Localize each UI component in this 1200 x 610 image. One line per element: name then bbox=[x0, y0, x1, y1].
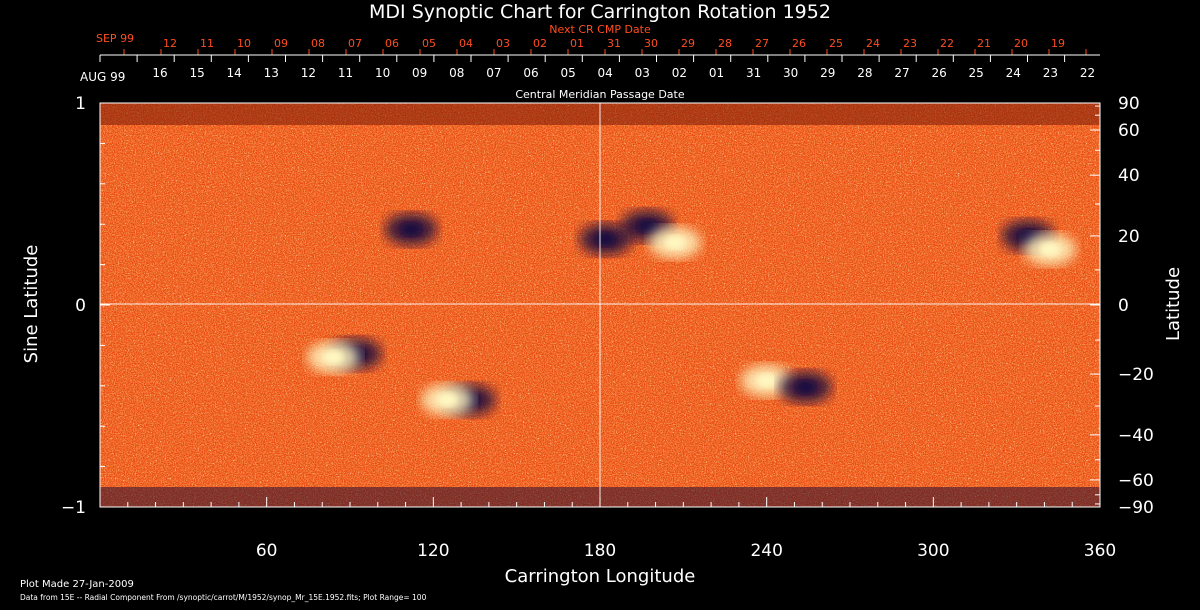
active-region-core bbox=[595, 232, 616, 247]
top-date-label: 01 bbox=[570, 37, 584, 50]
top-date-axis: Next CR CMP Date SEP 99 12 11 10 09 08 07 06 05… bbox=[96, 23, 1100, 56]
active-region-core bbox=[637, 219, 658, 234]
cmp-date-label: 12 bbox=[301, 66, 316, 80]
longitude-axis: 60 120 180 240 300 360 bbox=[127, 497, 1116, 561]
top-date-label: 19 bbox=[1051, 37, 1065, 50]
cmp-date-label: 07 bbox=[486, 66, 501, 80]
cmp-date-label: 09 bbox=[412, 66, 427, 80]
cmp-date-label: 03 bbox=[635, 66, 650, 80]
cmp-date-label: 13 bbox=[264, 66, 279, 80]
active-region-core bbox=[665, 235, 685, 250]
top-axis-month: SEP 99 bbox=[96, 32, 134, 45]
right-tick-label: 40 bbox=[1118, 166, 1140, 186]
bottom-tick-label: 60 bbox=[256, 541, 278, 561]
cmp-axis-label: Central Meridian Passage Date bbox=[515, 88, 684, 101]
right-tick-label: −20 bbox=[1118, 365, 1154, 385]
right-tick-label: 60 bbox=[1118, 121, 1140, 141]
right-tick-label: 0 bbox=[1118, 296, 1129, 316]
top-axis-label: Next CR CMP Date bbox=[549, 23, 651, 36]
cmp-date-label: 23 bbox=[1043, 66, 1058, 80]
active-region-core bbox=[323, 350, 344, 365]
right-tick-label: −40 bbox=[1118, 426, 1154, 446]
top-date-label: 24 bbox=[866, 37, 880, 50]
plot-made-text: Plot Made 27-Jan-2009 bbox=[20, 579, 134, 590]
cmp-date-label: 08 bbox=[449, 66, 464, 80]
bottom-tick-label: 180 bbox=[584, 541, 616, 561]
bottom-tick-label: 120 bbox=[417, 541, 449, 561]
cmp-date-label: 26 bbox=[931, 66, 946, 80]
cmp-date-label: 24 bbox=[1006, 66, 1021, 80]
cmp-date-label: 02 bbox=[672, 66, 687, 80]
cmp-date-label: 31 bbox=[746, 66, 761, 80]
right-tick-label: −90 bbox=[1118, 498, 1154, 518]
bottom-tick-label: 360 bbox=[1084, 541, 1116, 561]
cmp-date-label: 29 bbox=[820, 66, 835, 80]
top-date-label: 22 bbox=[940, 37, 954, 50]
top-date-label: 02 bbox=[533, 37, 547, 50]
cmp-date-label: 16 bbox=[152, 66, 167, 80]
top-date-label: 04 bbox=[459, 37, 473, 50]
active-region-core bbox=[437, 392, 458, 407]
cmp-date-label: 04 bbox=[598, 66, 613, 80]
top-date-label: 20 bbox=[1014, 37, 1028, 50]
cmp-date-label: 01 bbox=[709, 66, 724, 80]
top-date-label: 23 bbox=[903, 37, 917, 50]
top-date-label: 08 bbox=[311, 37, 325, 50]
cmp-date-label: 15 bbox=[189, 66, 204, 80]
cmp-date-label: 25 bbox=[969, 66, 984, 80]
data-source-text: Data from 15E -- Radial Component From /… bbox=[20, 593, 427, 602]
cmp-date-label: 22 bbox=[1080, 66, 1095, 80]
bottom-tick-label: 240 bbox=[750, 541, 782, 561]
top-date-label: 03 bbox=[496, 37, 510, 50]
top-date-label: 09 bbox=[274, 37, 288, 50]
left-tick-label: 0 bbox=[75, 296, 86, 316]
right-axis-label: Latitude bbox=[1163, 267, 1184, 341]
cmp-axis-month: AUG 99 bbox=[80, 70, 125, 84]
top-date-label: 10 bbox=[237, 37, 251, 50]
top-date-label: 31 bbox=[607, 37, 621, 50]
left-tick-label: 1 bbox=[75, 94, 86, 114]
active-region-core bbox=[756, 373, 777, 388]
latitude-axis: 90 60 40 20 0 −20 −40 −60 −90 bbox=[1090, 94, 1154, 518]
top-date-label: 25 bbox=[829, 37, 843, 50]
top-date-label: 27 bbox=[755, 37, 769, 50]
top-date-label: 07 bbox=[348, 37, 362, 50]
active-region-core bbox=[1040, 242, 1060, 257]
right-tick-label: −60 bbox=[1118, 471, 1154, 491]
cmp-date-label: 10 bbox=[375, 66, 390, 80]
cmp-date-label: 14 bbox=[227, 66, 242, 80]
x-axis-label: Carrington Longitude bbox=[505, 566, 696, 587]
cmp-date-label: 11 bbox=[338, 66, 353, 80]
chart-title: MDI Synoptic Chart for Carrington Rotati… bbox=[369, 1, 831, 23]
active-region-core bbox=[795, 380, 816, 395]
cmp-date-label: 06 bbox=[523, 66, 538, 80]
left-tick-label: −1 bbox=[61, 498, 86, 518]
cmp-date-label: 30 bbox=[783, 66, 798, 80]
sine-latitude-axis: 1 0 −1 bbox=[61, 94, 110, 518]
top-date-label: 05 bbox=[422, 37, 436, 50]
cmp-date-label: 05 bbox=[560, 66, 575, 80]
right-tick-label: 90 bbox=[1118, 94, 1140, 114]
top-date-label: 28 bbox=[718, 37, 732, 50]
top-date-label: 30 bbox=[644, 37, 658, 50]
top-date-label: 29 bbox=[681, 37, 695, 50]
right-tick-label: 20 bbox=[1118, 227, 1140, 247]
cmp-date-axis: AUG 99 Central Meridian Passage Date 16 1… bbox=[80, 54, 1100, 101]
top-date-label: 26 bbox=[792, 37, 806, 50]
top-date-label: 12 bbox=[163, 37, 177, 50]
cmp-date-label: 28 bbox=[857, 66, 872, 80]
magnetogram-map bbox=[100, 103, 1100, 507]
active-region-core bbox=[401, 222, 422, 237]
bottom-tick-label: 300 bbox=[917, 541, 949, 561]
top-date-label: 11 bbox=[200, 37, 214, 50]
top-date-label: 06 bbox=[385, 37, 399, 50]
top-date-label: 21 bbox=[977, 37, 991, 50]
left-axis-label: Sine Latitude bbox=[21, 245, 42, 364]
cmp-date-label: 27 bbox=[894, 66, 909, 80]
